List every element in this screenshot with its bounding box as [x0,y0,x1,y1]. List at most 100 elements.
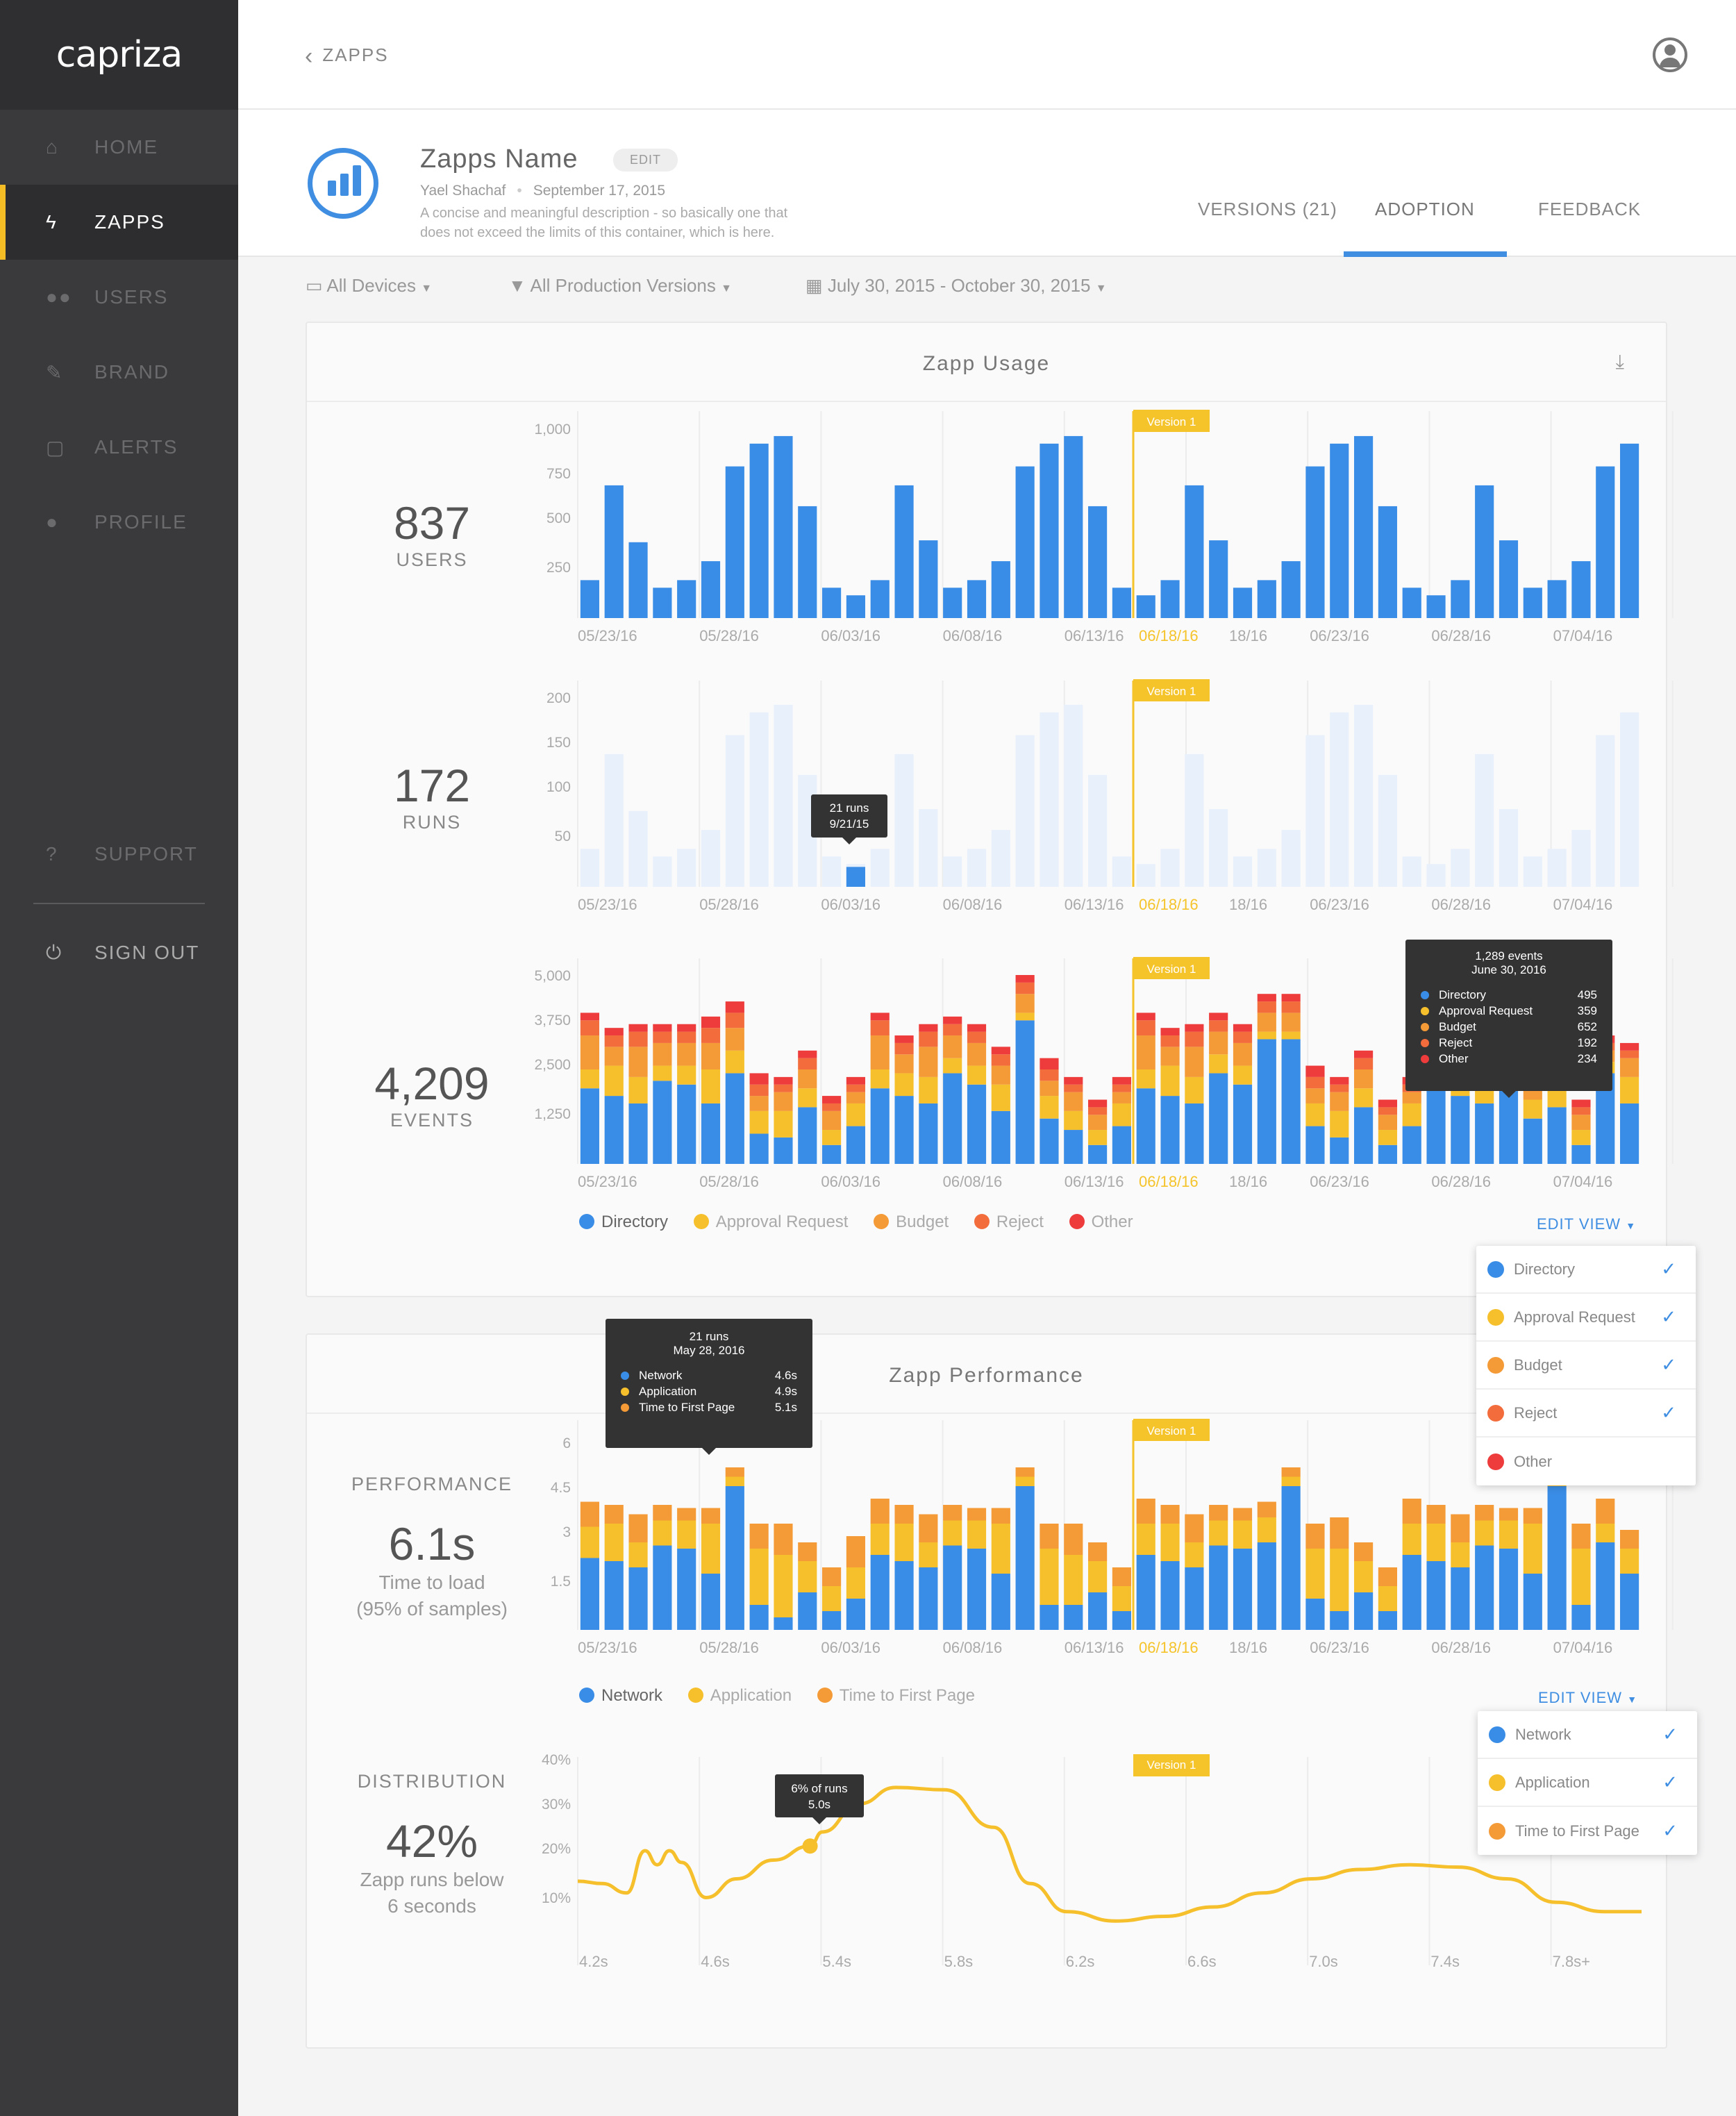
sidebar-item-signout[interactable]: ⏻ SIGN OUT [0,915,238,990]
logo-area: capriza [0,0,238,110]
legend-item-other[interactable]: Other [1069,1213,1133,1231]
zapp-usage-card: Zapp Usage ⤓ 837 USERS 172 RUNS 4,209 EVENT… [306,322,1667,1297]
sidebar-item-users[interactable]: ●● USERS [0,260,238,335]
users-value: 837 [393,497,471,549]
check-icon: ✓ [1662,1820,1678,1841]
edit-view-button[interactable]: EDIT VIEW ▼ [1538,1689,1638,1706]
tooltip-line: 21 runs [829,801,869,815]
legend-dot [621,1403,629,1412]
app-author: Yael Shachaf [420,183,506,199]
tooltip-row-name: Approval Request [1439,1003,1533,1017]
legend-item-time-to-first-page[interactable]: Time to First Page [817,1686,975,1705]
date-filter[interactable]: ▦ July 30, 2015 - October 30, 2015 ▼ [806,275,1107,297]
edit-button[interactable]: EDIT [613,149,678,172]
sidebar-item-label: PROFILE [94,511,187,533]
distribution-value: 42% [385,1815,478,1867]
back-label: ZAPPS [322,44,389,65]
dropdown-option-approval[interactable]: Approval Request ✓ [1476,1294,1696,1342]
brush-icon: ✎ [46,361,64,383]
legend-dot [1421,1006,1429,1015]
topbar: ‹ ZAPPS [238,0,1736,110]
home-icon: ⌂ [46,136,59,158]
legend-item-approval[interactable]: Approval Request [693,1213,848,1231]
legend-dot [1421,1022,1429,1031]
tooltip-row: Application 4.9s [621,1383,797,1399]
tooltip-row: Other 234 [1421,1051,1597,1067]
tooltip-row-value: 5.1s [774,1400,797,1414]
versions-filter[interactable]: ▼ All Production Versions ▼ [508,275,732,297]
signout-icon: ⏻ [46,941,63,963]
download-icon[interactable]: ⤓ [1615,351,1624,372]
sidebar-item-home[interactable]: ⌂ HOME [0,110,238,185]
tooltip-rows: Directory 495 Approval Request 359 Budget 652… [1421,987,1597,1067]
legend-item-network[interactable]: Network [579,1686,662,1705]
legend-dot [621,1371,629,1380]
tooltip-line: 6% of runs [791,1782,848,1795]
distribution-sub: Zapp runs below [360,1869,504,1890]
chevron-left-icon: ‹ [305,43,315,69]
distribution-tooltip: 6% of runs 5.0s [775,1774,864,1824]
dropdown-option-application[interactable]: Application ✓ [1478,1759,1697,1807]
sidebar-item-label: ZAPPS [94,211,165,233]
distribution-label: DISTRIBUTION [357,1771,507,1792]
check-icon: ✓ [1661,1258,1676,1279]
card-divider [307,1413,1666,1414]
tooltip-row-name: Network [639,1368,683,1382]
help-icon: ? [46,843,58,865]
back-link[interactable]: ‹ ZAPPS [305,43,389,70]
users-icon: ●● [46,286,72,308]
funnel-icon: ▼ [508,275,526,296]
events-legend: Directory Approval Request Budget Reject… [579,1213,1133,1232]
distribution-stat: DISTRIBUTION 42% Zapp runs below 6 secon… [307,1771,557,1917]
dropdown-option-network[interactable]: Network ✓ [1478,1711,1697,1759]
caret-down-icon: ▼ [1095,283,1107,294]
legend-item-directory[interactable]: Directory [579,1213,668,1231]
caret-down-icon: ▼ [721,283,732,294]
dropdown-option-directory[interactable]: Directory ✓ [1476,1246,1696,1294]
edit-view-button[interactable]: EDIT VIEW ▼ [1537,1215,1637,1233]
tab-versions[interactable]: VERSIONS (21) [1198,199,1337,219]
tooltip-row: Budget 652 [1421,1019,1597,1035]
date-filter-label: July 30, 2015 - October 30, 2015 [827,275,1091,296]
tooltip-row-value: 495 [1577,988,1597,1001]
legend-item-application[interactable]: Application [687,1686,792,1705]
sidebar-item-zapps[interactable]: ϟ ZAPPS [0,185,238,260]
app-meta: Yael Shachaf • September 17, 2015 [420,183,666,199]
performance-label: PERFORMANCE [351,1474,512,1494]
legend-item-budget[interactable]: Budget [874,1213,949,1231]
capriza-logo[interactable]: capriza [56,34,183,76]
sidebar-item-label: HOME [94,136,158,158]
sidebar-item-label: BRAND [94,361,170,383]
devices-filter[interactable]: ▭ All Devices ▼ [306,275,432,297]
legend-item-reject[interactable]: Reject [974,1213,1044,1231]
profile-icon: ● [46,511,59,533]
sidebar-item-brand[interactable]: ✎ BRAND [0,335,238,410]
legend-dot [1421,1054,1429,1063]
app-header: Zapps Name EDIT Yael Shachaf • September 1… [238,110,1736,257]
sidebar-item-profile[interactable]: ● PROFILE [0,485,238,560]
tooltip-line: 5.0s [808,1798,831,1811]
user-avatar-icon[interactable] [1653,38,1687,72]
dropdown-option-time-to-first-page[interactable]: Time to First Page ✓ [1478,1807,1697,1855]
desc-line: A concise and meaningful description - s… [420,206,788,221]
tab-feedback[interactable]: FEEDBACK [1538,199,1642,219]
dropdown-option-reject[interactable]: Reject ✓ [1476,1390,1696,1438]
events-label: EVENTS [390,1110,474,1131]
sidebar-item-alerts[interactable]: ▢ ALERTS [0,410,238,485]
tooltip-title: 21 runs [689,1330,729,1343]
dropdown-option-other[interactable]: Other [1476,1438,1696,1485]
tooltip-date: June 30, 2016 [1471,963,1546,976]
tooltip-row-value: 192 [1577,1035,1597,1049]
tab-active-indicator [1344,251,1507,257]
tooltip-row: Directory 495 [1421,987,1597,1003]
tab-adoption[interactable]: ADOPTION [1375,199,1475,219]
performance-sub: Time to load [378,1572,485,1593]
app-description: A concise and meaningful description - s… [420,203,892,242]
sidebar-item-support[interactable]: ? SUPPORT [0,817,238,892]
bolt-icon: ϟ [46,211,58,233]
users-label: USERS [396,549,468,570]
caret-down-icon: ▼ [1626,1220,1637,1231]
tooltip-date: May 28, 2016 [673,1344,745,1357]
tooltip-row-name: Time to First Page [639,1400,735,1414]
dropdown-option-budget[interactable]: Budget ✓ [1476,1342,1696,1390]
